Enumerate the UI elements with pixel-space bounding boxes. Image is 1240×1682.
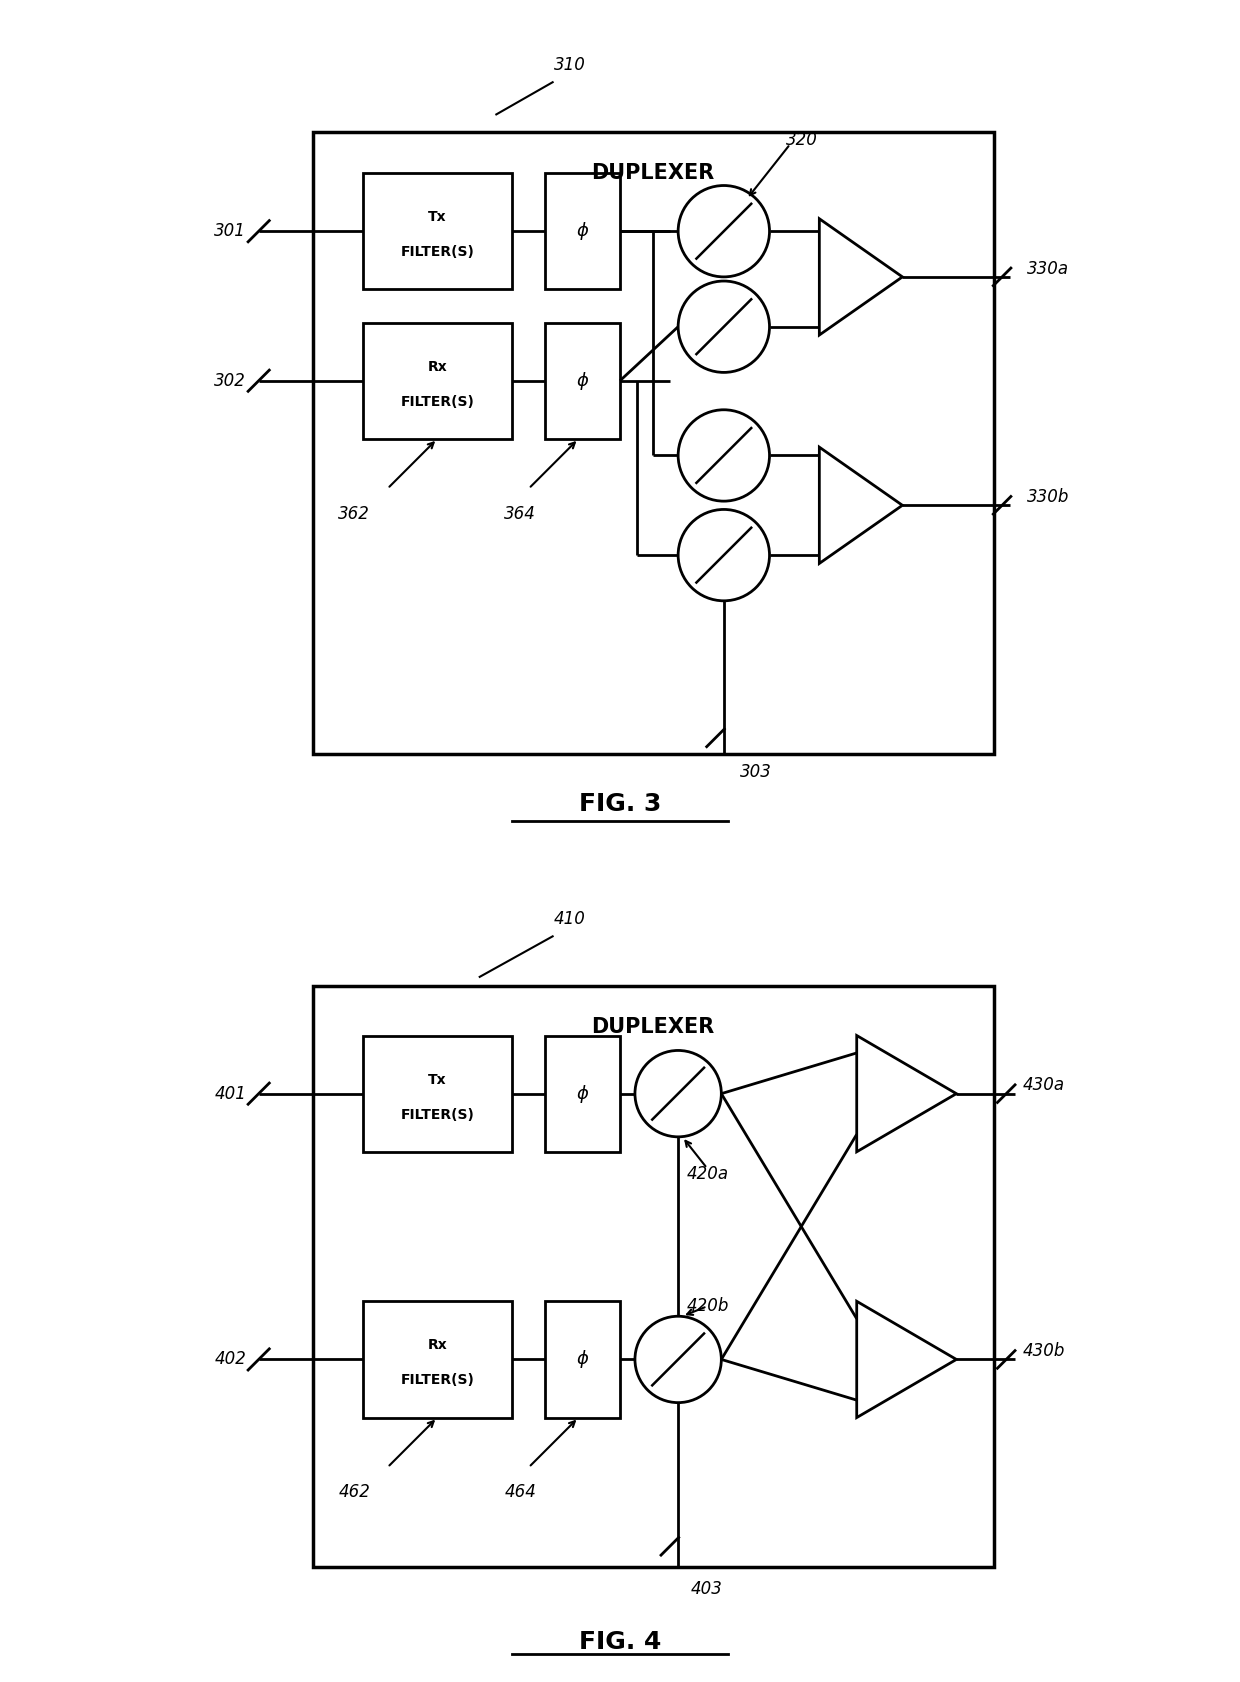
- Text: 330a: 330a: [1027, 259, 1069, 278]
- Bar: [362, 173, 512, 289]
- Polygon shape: [857, 1302, 956, 1418]
- Text: 362: 362: [339, 505, 371, 523]
- Text: Rx: Rx: [428, 360, 448, 373]
- Polygon shape: [820, 447, 903, 563]
- Circle shape: [678, 281, 770, 372]
- Bar: [362, 1036, 512, 1152]
- Text: 430b: 430b: [1023, 1342, 1065, 1361]
- Bar: [546, 1036, 620, 1152]
- Text: 330b: 330b: [1027, 488, 1069, 506]
- Text: 310: 310: [553, 56, 585, 74]
- Text: 403: 403: [691, 1579, 723, 1598]
- Text: 402: 402: [215, 1351, 247, 1369]
- Text: 303: 303: [740, 762, 773, 780]
- Text: Rx: Rx: [428, 1339, 448, 1352]
- Text: $\phi$: $\phi$: [575, 370, 589, 392]
- Text: FILTER(S): FILTER(S): [401, 1374, 474, 1388]
- Text: 464: 464: [505, 1484, 536, 1502]
- Text: 320: 320: [786, 131, 818, 148]
- Bar: [312, 131, 993, 755]
- Text: 302: 302: [215, 372, 247, 390]
- Circle shape: [678, 185, 770, 278]
- Text: 430a: 430a: [1023, 1076, 1065, 1095]
- Text: Tx: Tx: [428, 210, 446, 224]
- Polygon shape: [857, 1036, 956, 1152]
- Bar: [362, 1302, 512, 1418]
- Bar: [362, 323, 512, 439]
- Text: FIG. 3: FIG. 3: [579, 792, 661, 816]
- Text: FILTER(S): FILTER(S): [401, 1107, 474, 1122]
- Text: Tx: Tx: [428, 1073, 446, 1087]
- Text: 364: 364: [505, 505, 536, 523]
- Text: DUPLEXER: DUPLEXER: [591, 1018, 714, 1038]
- Text: FILTER(S): FILTER(S): [401, 246, 474, 259]
- Circle shape: [635, 1317, 722, 1403]
- Bar: [312, 986, 993, 1568]
- Text: FIG. 4: FIG. 4: [579, 1630, 661, 1653]
- Text: 462: 462: [339, 1484, 371, 1502]
- Circle shape: [678, 510, 770, 600]
- Text: FILTER(S): FILTER(S): [401, 395, 474, 409]
- Circle shape: [635, 1051, 722, 1137]
- Circle shape: [678, 410, 770, 501]
- Text: DUPLEXER: DUPLEXER: [591, 163, 714, 183]
- Text: 301: 301: [215, 222, 247, 241]
- Text: $\phi$: $\phi$: [575, 220, 589, 242]
- Bar: [546, 323, 620, 439]
- Text: 420b: 420b: [687, 1297, 729, 1315]
- Text: 401: 401: [215, 1085, 247, 1103]
- Text: $\phi$: $\phi$: [575, 1349, 589, 1371]
- Bar: [546, 173, 620, 289]
- Text: $\phi$: $\phi$: [575, 1083, 589, 1105]
- Bar: [546, 1302, 620, 1418]
- Text: 420a: 420a: [687, 1166, 729, 1182]
- Polygon shape: [820, 219, 903, 335]
- Text: 410: 410: [553, 910, 585, 928]
